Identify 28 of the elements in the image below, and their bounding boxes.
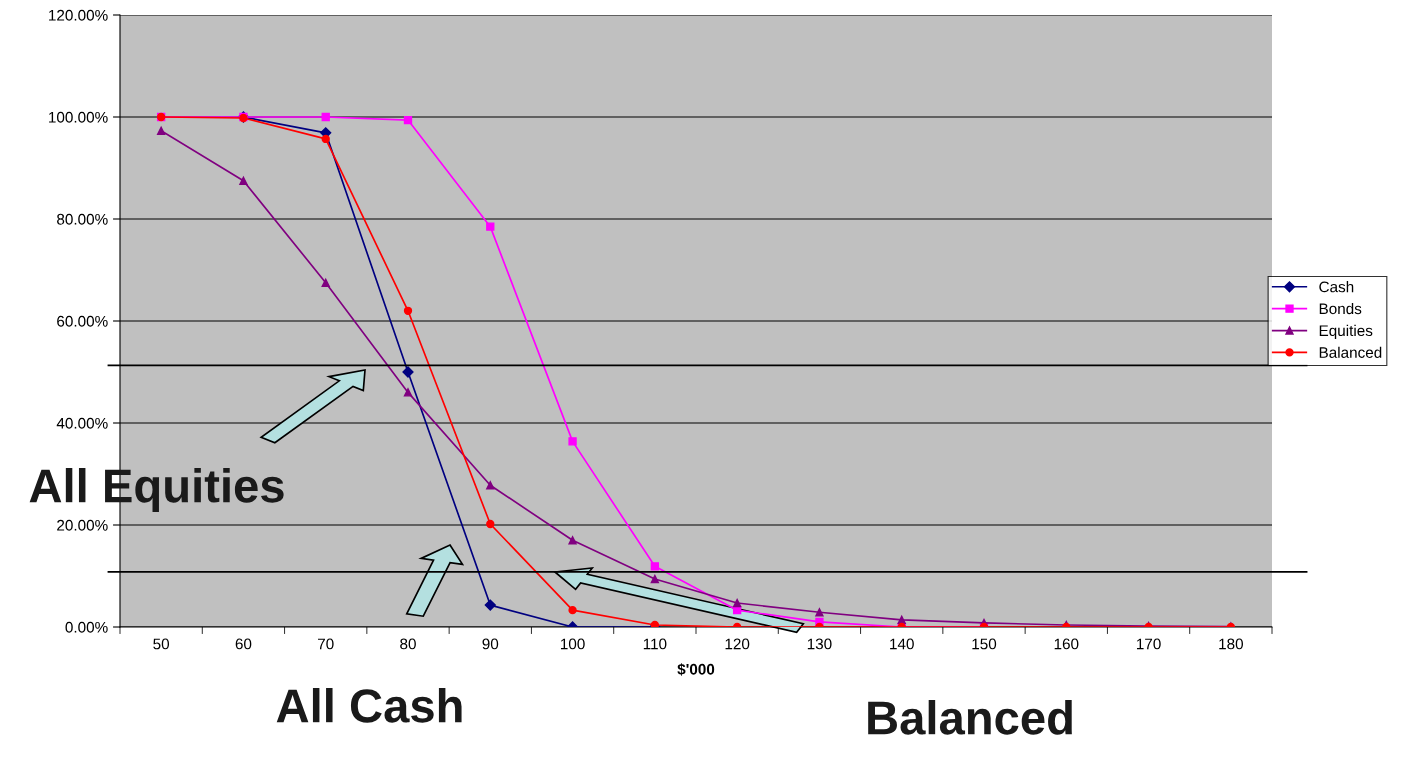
x-tick-label: 180 (1219, 638, 1244, 650)
legend-label: Balanced (1319, 346, 1382, 358)
y-tick-label: 100.00% (49, 111, 108, 123)
x-tick-label: 90 (482, 638, 499, 650)
x-tick-label: 150 (972, 638, 997, 650)
x-tick-label: 170 (1136, 638, 1161, 650)
x-tick-label: 110 (643, 638, 667, 650)
x-tick-label: 140 (890, 638, 914, 650)
y-tick-label: 80.00% (57, 213, 108, 225)
x-tick-label: 100 (560, 638, 585, 650)
x-tick-label: 130 (807, 638, 832, 650)
x-tick-label: 160 (1054, 638, 1079, 650)
y-tick-label: 120.00% (49, 9, 108, 21)
legend-label: Equities (1319, 324, 1373, 340)
x-tick-label: 60 (235, 638, 252, 650)
text: All Cash (276, 687, 462, 723)
x-tick-label: 70 (318, 638, 334, 650)
x-tick-label: 80 (400, 638, 416, 650)
text: Balanced (868, 699, 1072, 735)
x-tick-label: 120 (725, 638, 750, 650)
y-tick-label: 20.00% (57, 519, 108, 531)
x-tick-label: 50 (153, 638, 170, 650)
x-axis-title: $'000 (677, 663, 715, 676)
legend-label: Cash (1319, 281, 1354, 293)
legend-label: Bonds (1319, 302, 1362, 315)
y-tick-label: 40.00% (56, 417, 108, 429)
y-tick-label: 0.00% (65, 621, 108, 633)
y-tick-label: 60.00% (57, 315, 108, 327)
